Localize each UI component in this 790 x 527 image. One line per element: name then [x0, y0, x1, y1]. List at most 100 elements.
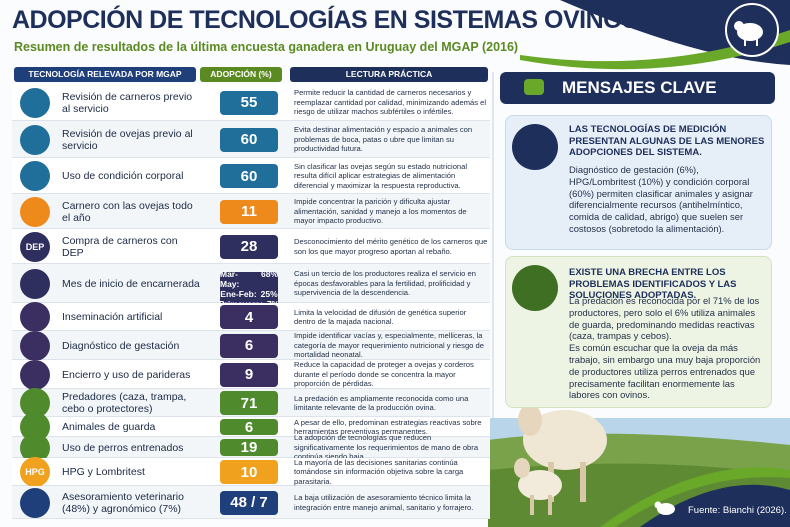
- adoption-value: 60: [240, 167, 258, 185]
- table-row: Asesoramiento veterinario (48%) y agronó…: [12, 486, 490, 519]
- message-body: Diagnóstico de gestación (6%), HPG/Lombr…: [569, 164, 765, 235]
- table-row: Carnero con las ovejas todo el año 11 Impi…: [12, 194, 490, 229]
- adoption-line: Mar-May: 68%: [220, 269, 278, 289]
- row-icon: [20, 87, 50, 118]
- subtitle: Resumen de resultados de la última encue…: [14, 40, 519, 54]
- chart-icon: [512, 124, 558, 170]
- reading: A pesar de ello, predominan estrategias …: [294, 417, 482, 436]
- column-header: LECTURA PRÁCTICA: [290, 67, 488, 82]
- column-header: ADOPCIÓN (%): [200, 67, 282, 82]
- adoption-badge: 4: [220, 305, 278, 329]
- reading: Reduce la capacidad de proteger a ovejas…: [294, 360, 474, 389]
- reading: Impide concentrar la parición y dificult…: [294, 197, 467, 226]
- table-row: Revisión de ovejas previo al servicio 60 E…: [12, 121, 490, 158]
- technology: Predadores (caza, trampa, cebo o protect…: [62, 391, 187, 415]
- table-row: Uso de perros entrenados 19 La adopción de…: [12, 432, 490, 463]
- table-row: Mes de inicio de encarnerada Mar-May: 68% E…: [12, 264, 490, 309]
- adoption-badge: 60: [220, 164, 278, 188]
- reading: La mayoría de las decisiones sanitarias …: [294, 457, 464, 486]
- share: 68%: [260, 269, 278, 279]
- source: Fuente: Bianchi (2026).: [688, 505, 787, 516]
- adoption-badge: 11: [220, 199, 278, 224]
- technology: Mes de inicio de encarnerada: [62, 277, 200, 290]
- adoption-value: 48 / 7: [230, 494, 268, 511]
- table-row: Animales de guarda 6 A pesar de ello, pred…: [12, 412, 490, 442]
- reading: Desconocimiento del mérito genético de l…: [294, 237, 488, 256]
- period: Ene-Feb:: [220, 289, 257, 299]
- technology: Compra de carneros con DEP: [62, 234, 178, 259]
- technology: Revisión de carneros previo al servicio: [62, 90, 193, 115]
- table-row: Diagnóstico de gestación 6 Impide identifi…: [12, 330, 490, 361]
- adoption-value: 19: [240, 439, 258, 456]
- adoption-value: 60: [240, 131, 258, 148]
- message-body: La predación es reconocida por el 71% de…: [569, 295, 765, 401]
- paragraph: La predación es reconocida por el 71% de…: [569, 295, 760, 342]
- adoption-badge: Mar-May:68%Ene-Feb:25%Primavera:7%: [219, 269, 279, 309]
- technology: Carnero con las ovejas todo el año: [62, 199, 193, 224]
- adoption-value: 6: [244, 418, 254, 436]
- adoption-badge: 48 / 7: [220, 490, 278, 515]
- adoption-badge: 10: [220, 460, 278, 484]
- message-title: LAS TECNOLOGÍAS DE MEDICIÓN PRESENTAN AL…: [569, 124, 765, 158]
- paragraph: Diagnóstico de gestación (6%), HPG/Lombr…: [569, 164, 753, 234]
- table-row: Uso de condición corporal 60 Sin clasifica…: [12, 158, 490, 194]
- reading: La baja utilización de asesoramiento téc…: [294, 493, 474, 512]
- adoption-value: 10: [240, 463, 258, 481]
- adoption-value: 55: [240, 94, 258, 111]
- message-card: EXISTE UNA BRECHA ENTRE LOS PROBLEMAS ID…: [505, 256, 772, 408]
- title: ADOPCIÓN DE TECNOLOGÍAS EN SISTEMAS OVIN…: [12, 6, 639, 34]
- adoption-badge: 55: [220, 90, 278, 115]
- adoption-value: 71: [240, 394, 258, 412]
- reading: La predación es ampliamente reconocida c…: [294, 393, 469, 412]
- row-icon: [20, 359, 50, 390]
- row-icon: [20, 330, 50, 361]
- table-row: Inseminación artificial 4 Limita la veloci…: [12, 302, 490, 332]
- technology: Encierro y uso de parideras: [62, 368, 191, 381]
- row-icon: [20, 161, 50, 191]
- adoption-badge: 6: [220, 418, 278, 436]
- reading: Evita destinar alimentación y espacio a …: [294, 125, 473, 154]
- row-icon: [20, 302, 50, 332]
- adoption-badge: 28: [220, 234, 278, 259]
- technology: Diagnóstico de gestación: [62, 339, 180, 352]
- adoption-value: 28: [240, 238, 258, 255]
- row-icon: [20, 268, 50, 299]
- reading: Permite reducir la cantidad de carneros …: [294, 88, 487, 117]
- adoption-value: 6: [244, 337, 254, 354]
- table-row: Encierro y uso de parideras 9 Reduce la ca…: [12, 359, 490, 390]
- adoption-badge: 71: [220, 391, 278, 415]
- paragraph: Es común escuchar que la oveja da más tr…: [569, 342, 761, 401]
- reading: Sin clasificar las ovejas según su estad…: [294, 161, 468, 190]
- messages-title: MENSAJES CLAVE: [562, 78, 717, 97]
- technology: Inseminación artificial: [62, 311, 163, 323]
- adoption-value: 4: [244, 308, 254, 326]
- messages-header: MENSAJES CLAVE: [500, 72, 775, 104]
- technology: Revisión de ovejas previo al servicio: [62, 127, 193, 152]
- period: Mar-May:: [220, 269, 240, 289]
- technology: Animales de guarda: [62, 421, 156, 433]
- reading: Limita la velocidad de difusión de genét…: [294, 307, 467, 326]
- reading: La adopción de tecnologías que reducen s…: [294, 433, 479, 462]
- row-icon: [20, 196, 50, 227]
- technology: Asesoramiento veterinario (48%) y agronó…: [62, 490, 184, 515]
- dog-icon: [512, 265, 558, 311]
- adoption-badge: 60: [220, 127, 278, 152]
- message-card: LAS TECNOLOGÍAS DE MEDICIÓN PRESENTAN AL…: [505, 115, 772, 250]
- adoption-badge: 6: [220, 333, 278, 358]
- table-row: DEP Compra de carneros con DEP 28 Desconoci…: [12, 229, 490, 264]
- adoption-badge: 9: [220, 362, 278, 387]
- adoption-badge: 19: [220, 439, 278, 456]
- share: 25%: [260, 289, 278, 299]
- reading: Casi un tercio de los productores realiz…: [294, 269, 476, 298]
- row-icon: DEP: [20, 231, 50, 262]
- technology: Uso de perros entrenados: [62, 441, 184, 454]
- reading: Impide identificar vacías y, especialmen…: [294, 331, 484, 360]
- adoption-value: 11: [241, 203, 257, 220]
- technology: HPG y Lombritest: [62, 466, 145, 478]
- message-title: EXISTE UNA BRECHA ENTRE LOS PROBLEMAS ID…: [569, 267, 737, 301]
- row-icon: HPG: [20, 457, 50, 487]
- table-row: HPG HPG y Lombritest 10 La mayoría de las d…: [12, 457, 490, 487]
- row-icon: [20, 124, 50, 155]
